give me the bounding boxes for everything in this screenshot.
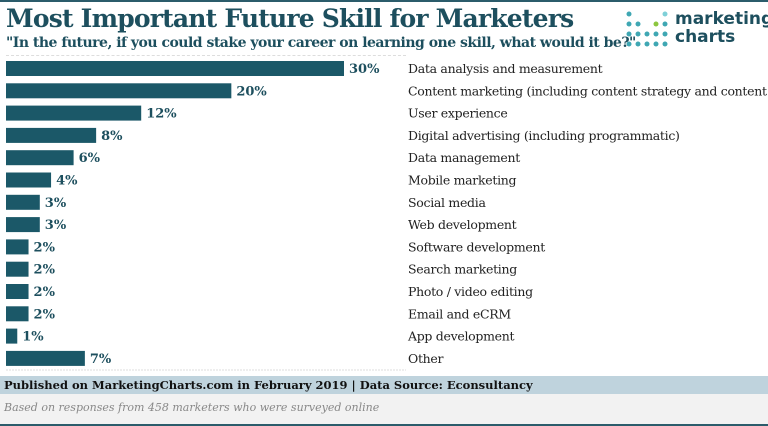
bar [6, 83, 232, 99]
separator [6, 55, 406, 56]
bar [6, 127, 97, 143]
bar [6, 261, 29, 277]
category-label: Web development [408, 217, 517, 232]
marketingcharts-logo: marketing charts [625, 8, 768, 48]
bar [6, 172, 52, 188]
bottom-border [0, 424, 768, 426]
category-label: Data analysis and measurement [408, 61, 603, 76]
logo-dots-icon [626, 11, 668, 47]
category-label: Mobile marketing [408, 173, 517, 188]
data-label: 30% [349, 62, 380, 77]
category-label: Data management [408, 150, 520, 165]
survey-note: Based on responses from 458 marketers wh… [0, 394, 768, 424]
category-label: Photo / video editing [408, 284, 533, 299]
data-label: 20% [236, 84, 267, 99]
data-label: 1% [22, 330, 44, 345]
bar [6, 306, 29, 322]
data-label: 2% [34, 240, 56, 255]
data-label: 3% [45, 218, 67, 233]
data-label: 4% [56, 174, 78, 189]
category-label: App development [407, 329, 514, 344]
bar [6, 194, 40, 210]
data-label: 3% [45, 196, 67, 211]
bar [6, 328, 18, 344]
bar [6, 217, 40, 233]
bar [6, 150, 74, 166]
bar [6, 105, 142, 121]
data-label: 2% [34, 263, 56, 278]
data-label: 12% [146, 107, 177, 122]
category-label: Content marketing (including content str… [408, 83, 767, 98]
category-label: User experience [408, 106, 507, 121]
logo-text: marketing charts [675, 9, 768, 47]
data-label: 6% [79, 151, 101, 166]
category-label: Search marketing [408, 262, 517, 277]
category-label: Digital advertising (including programma… [408, 128, 680, 143]
data-label: 8% [101, 129, 123, 144]
data-label: 2% [34, 307, 56, 322]
data-label: 2% [34, 285, 56, 300]
bar [6, 239, 29, 255]
bar [6, 284, 29, 299]
published-source: Published on MarketingCharts.com in Febr… [0, 376, 768, 394]
top-border [0, 0, 768, 2]
bar [6, 350, 85, 366]
data-label: 7% [90, 352, 112, 367]
chart-subtitle: "In the future, if you could stake your … [6, 35, 636, 51]
category-label: Email and eCRM [408, 306, 511, 321]
category-label: Software development [408, 239, 545, 254]
bar [6, 61, 344, 76]
category-label: Other [408, 351, 444, 366]
category-label: Social media [408, 195, 486, 210]
bar-chart: 30% Data analysis and measurement 20% Conte… [6, 61, 767, 371]
chart-title: Most Important Future Skill for Marketer… [6, 4, 574, 33]
